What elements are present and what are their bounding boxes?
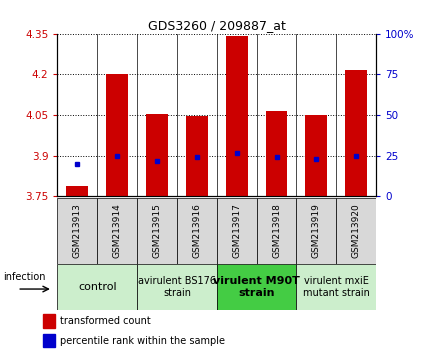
Text: GSM213920: GSM213920 <box>352 204 361 258</box>
Bar <box>57 264 137 310</box>
Text: GSM213917: GSM213917 <box>232 204 241 258</box>
Text: GSM213918: GSM213918 <box>272 204 281 258</box>
Bar <box>217 198 257 264</box>
Bar <box>43 314 55 328</box>
Text: GSM213919: GSM213919 <box>312 204 321 258</box>
Bar <box>336 198 376 264</box>
Bar <box>97 198 137 264</box>
Bar <box>266 111 287 196</box>
Bar <box>345 70 367 196</box>
Bar <box>66 185 88 196</box>
Bar <box>177 198 217 264</box>
Bar <box>226 36 248 196</box>
Bar <box>296 198 336 264</box>
Bar <box>137 198 177 264</box>
Text: GSM213913: GSM213913 <box>73 204 82 258</box>
Bar <box>146 114 168 196</box>
Text: infection: infection <box>3 272 45 282</box>
Text: control: control <box>78 282 116 292</box>
Bar <box>106 74 128 196</box>
Text: percentile rank within the sample: percentile rank within the sample <box>60 336 225 346</box>
Text: GSM213915: GSM213915 <box>153 204 162 258</box>
Text: virulent mxiE
mutant strain: virulent mxiE mutant strain <box>303 276 370 298</box>
Text: GSM213916: GSM213916 <box>193 204 201 258</box>
Bar <box>217 264 296 310</box>
Bar <box>306 115 327 196</box>
Bar <box>137 264 217 310</box>
Bar <box>296 264 376 310</box>
Text: GSM213914: GSM213914 <box>113 204 122 258</box>
Text: avirulent BS176
strain: avirulent BS176 strain <box>138 276 216 298</box>
Title: GDS3260 / 209887_at: GDS3260 / 209887_at <box>148 19 286 33</box>
Bar <box>57 198 97 264</box>
Bar <box>186 116 208 196</box>
Bar <box>257 198 296 264</box>
Bar <box>43 334 55 347</box>
Text: transformed count: transformed count <box>60 316 151 326</box>
Text: virulent M90T
strain: virulent M90T strain <box>213 276 300 298</box>
